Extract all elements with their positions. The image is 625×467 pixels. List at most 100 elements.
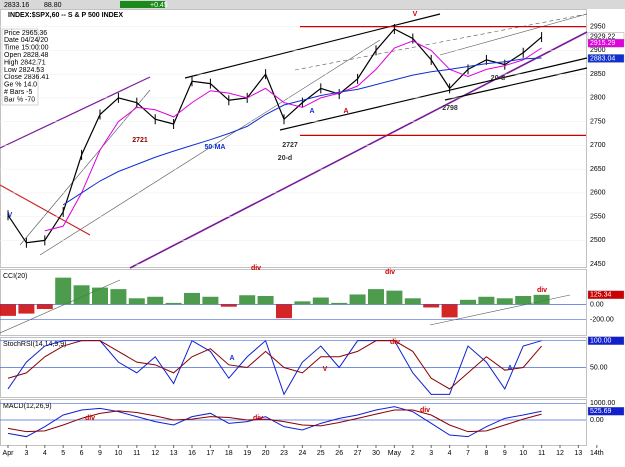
annotation: V bbox=[323, 366, 328, 373]
bar bbox=[496, 298, 513, 305]
info-line: Price 2965.36 bbox=[4, 30, 47, 37]
y-tick-label: -200.00 bbox=[590, 317, 614, 324]
info-line: Time 15:00:00 bbox=[4, 45, 49, 52]
annotation: div bbox=[385, 269, 395, 276]
y-tick-label: 2800 bbox=[590, 95, 606, 102]
annotation: 20-d bbox=[278, 155, 292, 162]
toolbar-value: +0.45 bbox=[150, 2, 168, 9]
bar bbox=[73, 285, 90, 305]
bar bbox=[331, 302, 348, 305]
bar bbox=[220, 304, 237, 307]
x-tick-label: 9 bbox=[503, 450, 507, 457]
series-line bbox=[62, 57, 542, 206]
annotation: V bbox=[8, 212, 13, 219]
x-tick-label: 16 bbox=[188, 450, 196, 457]
bar bbox=[533, 294, 550, 305]
bar bbox=[36, 304, 53, 309]
annotation: A bbox=[343, 108, 348, 115]
info-line: Ge % 14.0 bbox=[4, 82, 37, 89]
price-tag bbox=[587, 290, 625, 300]
x-tick-label: 12 bbox=[556, 450, 564, 457]
x-tick-label: 13 bbox=[575, 450, 583, 457]
info-line: Open 2828.48 bbox=[4, 52, 48, 59]
panel-title: StochRSI(14,14,9,9) bbox=[3, 341, 66, 348]
x-tick-label: May bbox=[388, 450, 402, 457]
x-tick-label: 4 bbox=[43, 450, 47, 457]
annotation: 20-d bbox=[491, 75, 505, 82]
y-tick-label: 2650 bbox=[590, 166, 606, 173]
info-line: Low 2824.53 bbox=[4, 67, 44, 74]
y-tick-label: 2600 bbox=[590, 190, 606, 197]
bar bbox=[368, 289, 384, 305]
y-tick-label: 0.00 bbox=[590, 417, 604, 424]
x-tick-label: 3 bbox=[429, 450, 433, 457]
x-tick-label: 19 bbox=[243, 450, 251, 457]
bar bbox=[18, 304, 35, 314]
x-tick-label: 9 bbox=[98, 450, 102, 457]
bar bbox=[184, 292, 200, 305]
price-tag-label: 125.34 bbox=[590, 292, 612, 299]
x-tick-label: 12 bbox=[151, 450, 159, 457]
price-tag-label: 525.69 bbox=[590, 408, 612, 415]
toolbar-value: 2833.16 bbox=[4, 2, 29, 9]
bar bbox=[423, 304, 440, 308]
info-line: Close 2836.41 bbox=[4, 74, 49, 81]
price-tag bbox=[587, 38, 625, 48]
y-tick-label: 2500 bbox=[590, 237, 606, 244]
x-tick-label: 10 bbox=[519, 450, 527, 457]
bar bbox=[165, 302, 182, 305]
series-line bbox=[7, 406, 542, 438]
annotation: div bbox=[85, 415, 95, 422]
bar bbox=[276, 304, 292, 319]
x-tick-label: 11 bbox=[538, 450, 545, 457]
series-line bbox=[7, 409, 542, 433]
x-tick-label: 14th bbox=[590, 450, 604, 457]
annotation: 2721 bbox=[132, 137, 148, 144]
series-line bbox=[44, 40, 542, 232]
x-tick-label: 5 bbox=[61, 450, 65, 457]
toolbar bbox=[0, 0, 625, 9]
panel-title: CCI(20) bbox=[3, 273, 28, 280]
x-tick-label: 8 bbox=[484, 450, 488, 457]
info-box bbox=[1, 28, 39, 106]
y-tick-label: 2700 bbox=[590, 142, 606, 149]
price-tag-label: 2915.29 bbox=[590, 40, 615, 47]
x-tick-label: 30 bbox=[372, 450, 380, 457]
price-tag-label: 2883.04 bbox=[590, 55, 615, 62]
bar bbox=[294, 301, 311, 305]
bar bbox=[441, 304, 458, 318]
x-tick-label: 10 bbox=[115, 450, 123, 457]
x-tick-label: 26 bbox=[335, 450, 343, 457]
info-line: Date 04/24/20 bbox=[4, 37, 48, 44]
x-tick-label: 6 bbox=[80, 450, 84, 457]
info-line: High 2842.71 bbox=[4, 59, 46, 66]
annotation: A bbox=[507, 365, 512, 372]
x-tick-label: 17 bbox=[207, 450, 215, 457]
x-tick-label: 27 bbox=[354, 450, 362, 457]
info-line: Bar % -70 bbox=[4, 96, 35, 103]
price-tag-label: 2929.22 bbox=[590, 33, 615, 40]
annotation: 50-MA bbox=[204, 144, 225, 151]
bar bbox=[0, 304, 16, 316]
y-tick-label: 0.00 bbox=[590, 301, 604, 308]
x-tick-label: 7 bbox=[466, 450, 470, 457]
series-line bbox=[7, 28, 542, 244]
bar bbox=[257, 296, 274, 305]
y-tick-label: 1000.00 bbox=[590, 400, 615, 407]
bar bbox=[478, 296, 495, 305]
toolbar-value: 88.80 bbox=[44, 2, 62, 9]
bar bbox=[55, 277, 72, 305]
annotation: A bbox=[309, 108, 314, 115]
y-tick-label: 2450 bbox=[590, 261, 606, 268]
bar bbox=[110, 289, 127, 305]
y-tick-label: 2850 bbox=[590, 71, 606, 78]
annotation: V bbox=[413, 11, 418, 18]
annotation: div bbox=[251, 265, 261, 272]
chart-title: INDEX:$SPX,60 -- S & P 500 INDEX bbox=[8, 12, 123, 19]
series-line bbox=[7, 340, 542, 390]
x-tick-label: 20 bbox=[262, 450, 270, 457]
annotation: div bbox=[390, 339, 400, 346]
